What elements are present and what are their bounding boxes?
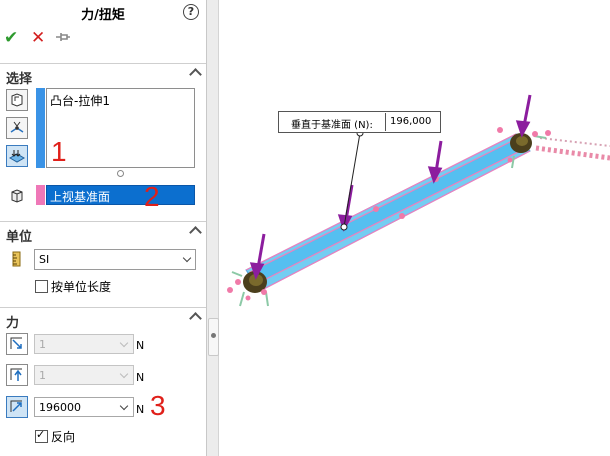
direction-face-value: 上视基准面 [50, 190, 111, 204]
reverse-direction-label: 反向 [51, 430, 76, 444]
resize-handle-icon[interactable] [117, 170, 124, 177]
unit-label: N [136, 403, 145, 416]
force-direction-1-input[interactable]: 1 [34, 334, 134, 354]
unit-system-select[interactable]: SI [34, 249, 196, 270]
help-icon[interactable]: ? [183, 4, 199, 20]
selected-entities-list[interactable]: 凸台-拉伸1 [46, 88, 195, 168]
beam-end-fixture-left [231, 271, 269, 307]
unit-label: N [136, 339, 145, 352]
unit-system-value: SI [39, 253, 50, 266]
units-section-label: 单位 [6, 230, 33, 245]
reverse-direction-checkbox[interactable] [35, 428, 48, 443]
selection-section-label: 选择 [6, 72, 33, 87]
force-value-callout[interactable]: 垂直于基准面 (N): 196,000 [278, 111, 441, 133]
list-item[interactable]: 凸台-拉伸1 [50, 94, 110, 108]
force-direction-face-button[interactable] [6, 145, 28, 167]
panel-splitter[interactable] [207, 0, 219, 456]
normal-to-face-button[interactable] [6, 89, 28, 111]
annotation-number: 1 [51, 136, 67, 167]
direction-2-icon [6, 364, 28, 386]
annotation-number: 3 [150, 390, 166, 421]
collapse-chevron-icon[interactable] [189, 68, 202, 81]
beam-body[interactable] [245, 133, 531, 292]
force-value: 196000 [39, 401, 81, 414]
mesh-nodes [227, 127, 551, 301]
splitter-handle[interactable] [208, 318, 219, 356]
property-manager-panel: 力/扭矩 ? ✔ ✕ 选择 凸台-拉伸1 上视基准面 单位 SI 按单位长度 [0, 0, 207, 456]
ok-button[interactable]: ✔ [4, 28, 19, 48]
face-color-swatch [36, 185, 45, 205]
callout-value: 196,000 [390, 116, 432, 127]
force-direction-2-input[interactable]: 1 [34, 365, 134, 385]
selected-direction-button[interactable] [6, 117, 28, 139]
per-unit-length-checkbox[interactable] [35, 280, 48, 293]
selection-section-header[interactable]: 选择 [0, 63, 206, 87]
selection-color-swatch [36, 88, 45, 168]
fixture-trail [535, 137, 610, 161]
force-section-header[interactable]: 力 [0, 307, 206, 331]
beam-end-fixture-right [510, 133, 547, 169]
graphics-viewport[interactable] [219, 0, 610, 456]
force-arrows [249, 94, 532, 280]
collapse-chevron-icon[interactable] [189, 312, 202, 325]
normal-direction-icon [6, 396, 28, 418]
unit-label: N [136, 371, 145, 384]
units-section-header[interactable]: 单位 [0, 221, 206, 245]
direction-face-field[interactable]: 上视基准面 [46, 185, 195, 205]
force-section-label: 力 [6, 316, 20, 331]
collapse-chevron-icon[interactable] [189, 226, 202, 239]
callout-value-field[interactable]: 196,000 [385, 113, 440, 131]
chevron-down-icon [119, 401, 129, 411]
chevron-down-icon [119, 369, 129, 379]
force-direction-1-value: 1 [39, 338, 46, 351]
force-direction-2-value: 1 [39, 369, 46, 382]
callout-label: 垂直于基准面 (N): [291, 120, 373, 131]
annotation-number: 2 [144, 181, 160, 212]
chevron-down-icon [119, 338, 129, 348]
per-unit-length-label: 按单位长度 [51, 280, 112, 294]
cancel-button[interactable]: ✕ [31, 28, 46, 48]
panel-title: 力/扭矩 [81, 8, 125, 23]
chevron-down-icon [182, 253, 192, 263]
ruler-icon [11, 251, 23, 270]
pushpin-icon[interactable] [55, 30, 71, 48]
force-value-input[interactable]: 196000 [34, 397, 134, 417]
direction-1-icon [6, 333, 28, 355]
direction-reference-icon [6, 185, 28, 207]
